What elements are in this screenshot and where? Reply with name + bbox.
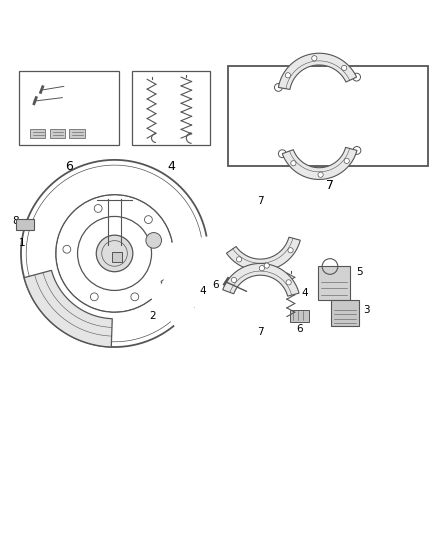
Text: 7: 7 <box>257 327 264 337</box>
Polygon shape <box>283 148 357 180</box>
Circle shape <box>342 65 347 70</box>
Circle shape <box>318 172 323 177</box>
Bar <box>132 71 210 144</box>
Circle shape <box>94 205 102 212</box>
Wedge shape <box>151 237 210 327</box>
FancyBboxPatch shape <box>318 265 350 300</box>
FancyBboxPatch shape <box>49 130 65 138</box>
Text: 3: 3 <box>364 305 370 315</box>
Circle shape <box>145 216 152 223</box>
Bar <box>228 66 428 166</box>
Text: 6: 6 <box>296 324 303 334</box>
Text: 6: 6 <box>65 160 73 173</box>
Circle shape <box>63 245 71 253</box>
Text: 1: 1 <box>19 238 25 247</box>
Circle shape <box>131 293 139 301</box>
FancyBboxPatch shape <box>112 252 122 262</box>
Circle shape <box>264 263 269 268</box>
Circle shape <box>291 160 296 166</box>
FancyBboxPatch shape <box>331 301 359 326</box>
FancyBboxPatch shape <box>16 220 35 230</box>
Circle shape <box>285 72 290 78</box>
Circle shape <box>237 257 242 262</box>
Polygon shape <box>226 237 300 271</box>
Ellipse shape <box>161 279 173 284</box>
Text: 5: 5 <box>356 266 363 277</box>
Bar <box>19 71 119 144</box>
Text: 2: 2 <box>149 311 156 321</box>
Text: 4: 4 <box>167 160 175 173</box>
Polygon shape <box>24 270 112 347</box>
Text: 4: 4 <box>199 286 206 296</box>
Text: 6: 6 <box>212 280 219 290</box>
Circle shape <box>96 235 133 272</box>
Circle shape <box>288 248 293 253</box>
Text: 7: 7 <box>257 196 264 206</box>
Circle shape <box>259 265 265 271</box>
Circle shape <box>146 232 162 248</box>
FancyBboxPatch shape <box>290 310 309 322</box>
Ellipse shape <box>161 303 173 308</box>
Text: 4: 4 <box>302 288 308 297</box>
Polygon shape <box>279 53 357 90</box>
Circle shape <box>90 293 98 301</box>
Circle shape <box>231 277 237 282</box>
Text: 7: 7 <box>326 180 334 192</box>
Text: 8: 8 <box>12 216 19 226</box>
FancyBboxPatch shape <box>30 130 46 138</box>
FancyBboxPatch shape <box>69 130 85 138</box>
Circle shape <box>286 280 291 285</box>
Circle shape <box>312 55 317 61</box>
Circle shape <box>344 158 350 164</box>
Polygon shape <box>223 263 299 296</box>
